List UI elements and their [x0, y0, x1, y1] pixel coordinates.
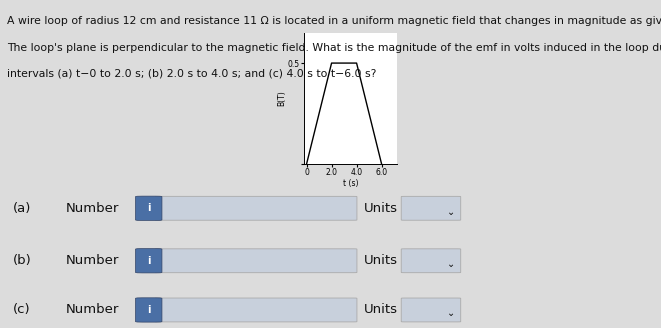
FancyBboxPatch shape: [155, 249, 357, 273]
FancyBboxPatch shape: [155, 298, 357, 322]
Text: ⌄: ⌄: [447, 259, 455, 269]
Text: intervals (a) t−0 to 2.0 s; (b) 2.0 s to 4.0 s; and (c) 4.0 s to t−6.0 s?: intervals (a) t−0 to 2.0 s; (b) 2.0 s to…: [7, 69, 376, 79]
Y-axis label: B(T): B(T): [278, 91, 286, 106]
FancyBboxPatch shape: [401, 298, 461, 322]
Text: Units: Units: [364, 303, 397, 317]
Text: Number: Number: [66, 254, 120, 267]
FancyBboxPatch shape: [136, 196, 162, 220]
Text: i: i: [147, 256, 151, 266]
FancyBboxPatch shape: [401, 249, 461, 273]
Text: (b): (b): [13, 254, 32, 267]
X-axis label: t (s): t (s): [342, 178, 358, 188]
Text: (c): (c): [13, 303, 31, 317]
FancyBboxPatch shape: [401, 196, 461, 220]
Text: Number: Number: [66, 202, 120, 215]
Text: i: i: [147, 203, 151, 213]
FancyBboxPatch shape: [155, 196, 357, 220]
Text: Number: Number: [66, 303, 120, 317]
FancyBboxPatch shape: [136, 249, 162, 273]
Text: A wire loop of radius 12 cm and resistance 11 Ω is located in a uniform magnetic: A wire loop of radius 12 cm and resistan…: [7, 16, 661, 26]
Text: i: i: [147, 305, 151, 315]
FancyBboxPatch shape: [136, 298, 162, 322]
Text: ⌄: ⌄: [447, 207, 455, 217]
Text: ⌄: ⌄: [447, 308, 455, 318]
Text: The loop's plane is perpendicular to the magnetic field. What is the magnitude o: The loop's plane is perpendicular to the…: [7, 43, 661, 52]
Text: (a): (a): [13, 202, 32, 215]
Text: Units: Units: [364, 254, 397, 267]
Text: Units: Units: [364, 202, 397, 215]
